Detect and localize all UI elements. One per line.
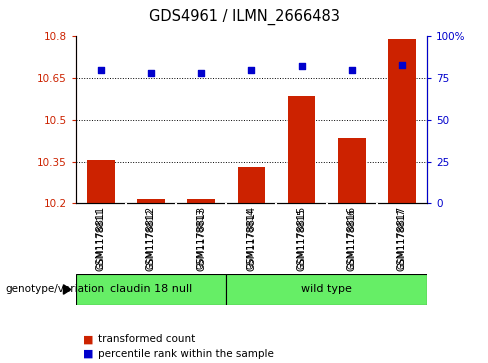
Point <box>298 64 305 69</box>
Text: GSM1178813: GSM1178813 <box>197 208 205 269</box>
Text: GSM1178814: GSM1178814 <box>247 208 256 269</box>
Text: wild type: wild type <box>301 285 352 294</box>
Point <box>147 70 155 76</box>
Text: GSM1178816: GSM1178816 <box>347 208 356 269</box>
Text: GSM1178812: GSM1178812 <box>146 208 156 269</box>
Bar <box>388 39 416 203</box>
Text: ■: ■ <box>83 334 94 344</box>
Text: percentile rank within the sample: percentile rank within the sample <box>98 349 273 359</box>
Text: GSM1178811: GSM1178811 <box>96 208 105 269</box>
Point <box>398 62 406 68</box>
Point <box>247 67 255 73</box>
Text: GSM1178817: GSM1178817 <box>397 208 407 269</box>
Bar <box>137 199 165 203</box>
Bar <box>338 138 366 203</box>
Text: claudin 18 null: claudin 18 null <box>110 285 192 294</box>
Point <box>97 67 104 73</box>
Bar <box>288 96 315 203</box>
Point <box>197 70 205 76</box>
Bar <box>226 274 427 305</box>
Bar <box>76 274 226 305</box>
Point <box>348 67 356 73</box>
Text: GDS4961 / ILMN_2666483: GDS4961 / ILMN_2666483 <box>148 9 340 25</box>
Bar <box>87 160 115 203</box>
Text: GSM1178815: GSM1178815 <box>297 208 306 269</box>
Text: transformed count: transformed count <box>98 334 195 344</box>
Text: genotype/variation: genotype/variation <box>5 285 104 294</box>
Bar <box>238 167 265 203</box>
Text: ■: ■ <box>83 349 94 359</box>
Bar <box>187 199 215 203</box>
